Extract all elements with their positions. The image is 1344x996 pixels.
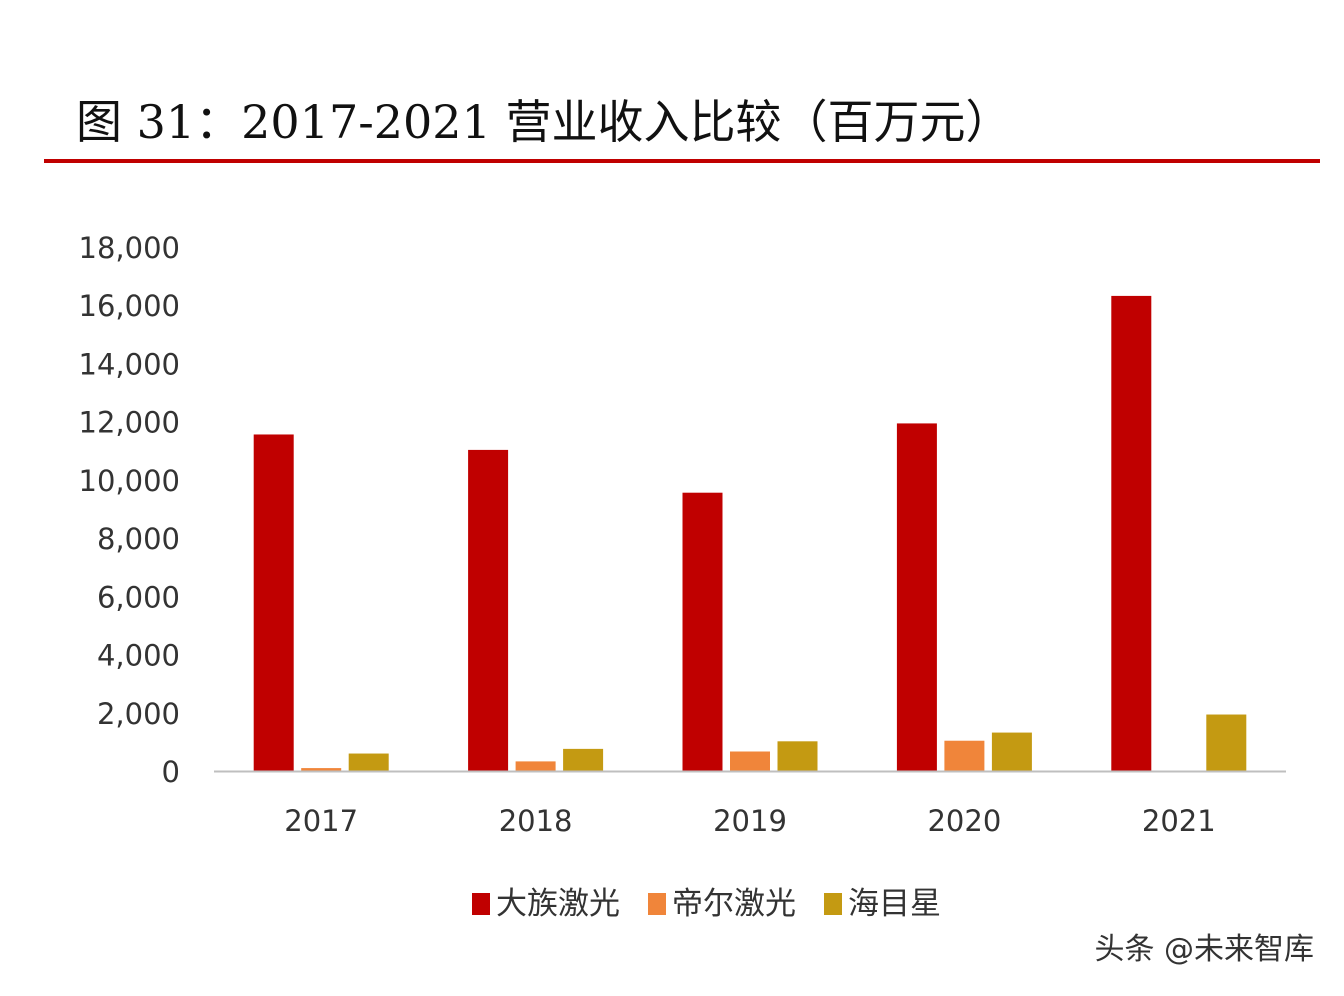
y-tick-label: 12,000 bbox=[79, 406, 180, 440]
bar-大族激光-2019 bbox=[682, 492, 723, 771]
bar-海目星-2017 bbox=[348, 753, 389, 771]
bar-海目星-2018 bbox=[563, 748, 604, 771]
y-tick-label: 16,000 bbox=[79, 289, 180, 323]
bar-海目星-2020 bbox=[991, 732, 1032, 771]
y-tick-label: 0 bbox=[162, 755, 180, 789]
bar-大族激光-2021 bbox=[1111, 295, 1152, 771]
y-tick-label: 10,000 bbox=[79, 464, 180, 498]
legend-label: 帝尔激光 bbox=[672, 886, 796, 922]
title-rule bbox=[44, 159, 1320, 163]
y-axis-ticks: 0 2,000 4,000 6,000 8,000 10,000 12,000 14,000 1… bbox=[79, 231, 180, 789]
bar-大族激光-2018 bbox=[468, 449, 509, 771]
legend-swatch bbox=[648, 893, 666, 915]
bar-帝尔激光-2017 bbox=[301, 768, 342, 771]
y-tick-label: 2,000 bbox=[97, 697, 180, 731]
bar-大族激光-2017 bbox=[253, 434, 294, 771]
x-tick-label: 2021 bbox=[1142, 804, 1216, 838]
x-tick-label: 2018 bbox=[499, 804, 573, 838]
bar-帝尔激光-2019 bbox=[730, 751, 770, 771]
legend-label: 大族激光 bbox=[496, 886, 620, 922]
watermark: 头条 @未来智库 bbox=[1094, 932, 1314, 967]
bar-大族激光-2020 bbox=[896, 423, 937, 771]
x-tick-label: 2019 bbox=[713, 804, 787, 838]
bar-帝尔激光-2020 bbox=[944, 740, 985, 771]
legend-swatch bbox=[824, 893, 842, 915]
bar-海目星-2019 bbox=[777, 741, 818, 771]
legend: 大族激光 帝尔激光 海目星 bbox=[472, 886, 941, 922]
bar-海目星-2021 bbox=[1206, 714, 1247, 771]
x-axis-ticks: 2017 2018 2019 2020 2021 bbox=[284, 804, 1215, 838]
bars bbox=[253, 295, 1247, 771]
x-tick-label: 2020 bbox=[927, 804, 1001, 838]
figure-title: 图 31：2017-2021 营业收入比较（百万元） bbox=[76, 95, 1012, 149]
legend-swatch bbox=[472, 893, 490, 915]
y-tick-label: 6,000 bbox=[97, 580, 180, 614]
y-tick-label: 8,000 bbox=[97, 522, 180, 556]
y-tick-label: 14,000 bbox=[79, 347, 180, 381]
x-tick-label: 2017 bbox=[284, 804, 358, 838]
legend-label: 海目星 bbox=[848, 886, 941, 922]
y-tick-label: 18,000 bbox=[79, 231, 180, 265]
bar-帝尔激光-2018 bbox=[515, 761, 556, 771]
y-tick-label: 4,000 bbox=[97, 639, 180, 673]
